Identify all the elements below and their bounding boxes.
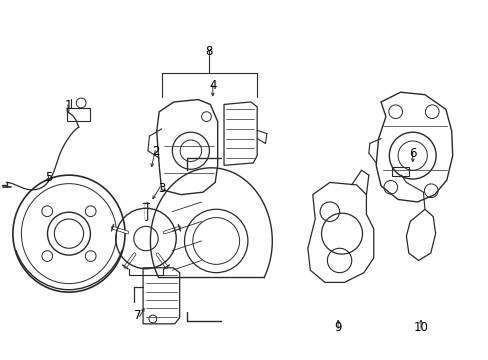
- Text: 8: 8: [205, 45, 213, 58]
- Text: 6: 6: [408, 147, 416, 160]
- Text: 5: 5: [45, 171, 52, 184]
- Text: 9: 9: [334, 321, 341, 334]
- Text: 3: 3: [158, 182, 165, 195]
- Text: 7: 7: [134, 309, 142, 321]
- Text: 1: 1: [64, 99, 72, 112]
- Bar: [391, 167, 408, 176]
- Text: 10: 10: [413, 321, 427, 334]
- Text: 2: 2: [152, 145, 159, 158]
- Text: 4: 4: [209, 80, 216, 93]
- Bar: [66, 108, 90, 121]
